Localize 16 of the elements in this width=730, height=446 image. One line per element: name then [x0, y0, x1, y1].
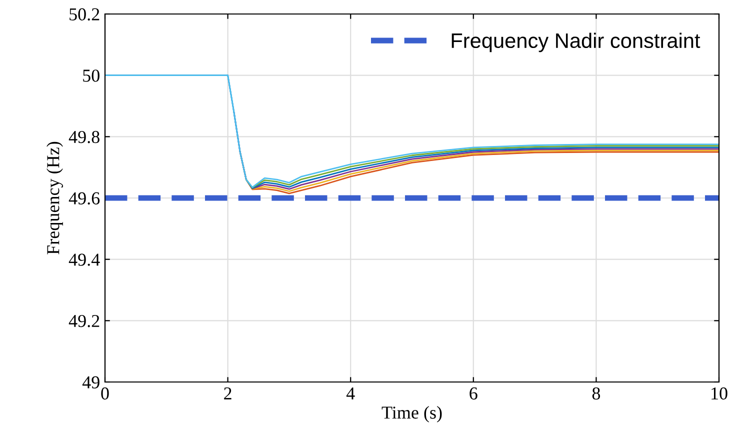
y-tick-label: 50.2: [70, 8, 100, 21]
y-tick-label: 49.2: [68, 314, 100, 328]
legend-label: Frequency Nadir constraint: [452, 32, 700, 52]
y-tick-label: 50: [83, 70, 100, 82]
x-tick-label: 8: [592, 387, 600, 400]
y-tick-label: 49: [82, 376, 100, 388]
y-tick-label: 49.6: [68, 192, 100, 205]
x-tick-label: 6: [470, 387, 478, 400]
x-tick-label: 10: [712, 387, 728, 400]
y-tick-label: 49.8: [68, 130, 100, 144]
y-axis-title: Frequency (Hz): [46, 142, 63, 254]
x-tick-label: 2: [224, 387, 232, 400]
x-tick-label: 4: [346, 388, 355, 400]
x-tick-label: 0: [101, 387, 109, 400]
x-axis-title: Time (s): [382, 406, 442, 422]
y-tick-label: 49.4: [68, 254, 100, 266]
